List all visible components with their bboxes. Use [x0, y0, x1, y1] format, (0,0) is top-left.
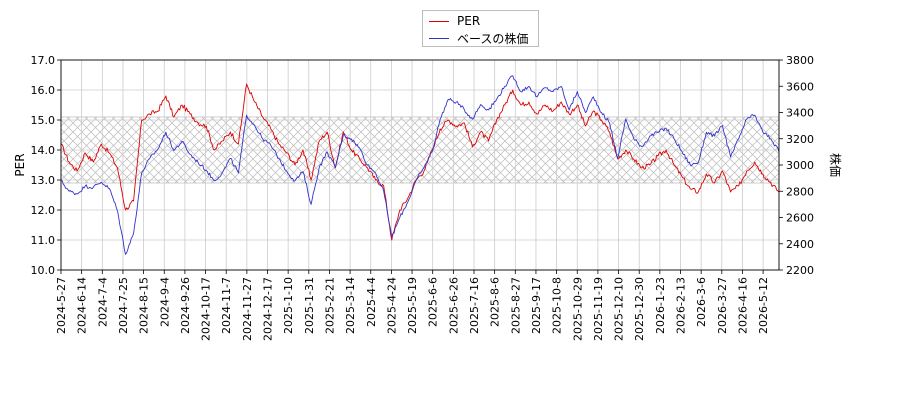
x-tick-label: 2024-6-14: [76, 277, 89, 334]
band-hatch-line: [759, 163, 779, 183]
band-hatch-line: [814, 117, 880, 183]
axis-ticks: 10.0 11.0 12.0 13.0 14.0 15.0 16.0 17.0 2200 2400…: [31, 54, 815, 341]
x-tick-label: 2025-8-6: [489, 277, 502, 327]
band-hatch-line: [750, 154, 779, 183]
band-hatch-line: [61, 164, 80, 183]
legend: PER ベースの株価: [422, 10, 539, 47]
x-tick-label: 2026-3-6: [695, 277, 708, 327]
y-tick-label-right: 2200: [786, 264, 814, 277]
band-hatch-line: [750, 117, 779, 146]
x-tick-label: 2025-6-26: [447, 277, 460, 334]
x-tick-label: 2026-1-23: [654, 277, 667, 334]
x-tick-label: 2024-11-27: [241, 277, 254, 341]
y-tick-label-right: 2400: [786, 238, 814, 251]
y-tick-label-right: 2600: [786, 212, 814, 225]
x-tick-label: 2025-4-24: [385, 277, 398, 334]
series-line-base-price: [60, 75, 780, 255]
x-tick-label: 2025-8-27: [509, 277, 522, 334]
y-tick-label-right: 2800: [786, 185, 814, 198]
y-axis-title-right: 株価: [828, 153, 843, 177]
band-hatch-line: [759, 117, 779, 137]
series-lines: [60, 75, 780, 255]
y-tick-label-right: 3800: [786, 54, 814, 67]
y-tick-label-left: 14.0: [31, 144, 56, 157]
x-tick-label: 2026-2-13: [675, 277, 688, 334]
x-tick-label: 2025-10-8: [551, 277, 564, 334]
band-hatch-line: [787, 117, 853, 183]
x-tick-label: 2025-4-4: [365, 277, 378, 327]
y-tick-label-left: 17.0: [31, 54, 56, 67]
legend-swatch-base-price: [429, 37, 449, 39]
x-tick-label: 2024-10-17: [200, 277, 213, 341]
x-tick-label: 2024-9-26: [179, 277, 192, 334]
y-tick-label-left: 11.0: [31, 234, 56, 247]
x-tick-label: 2025-1-10: [282, 277, 295, 334]
x-tick-label: 2025-11-19: [592, 277, 605, 341]
y-tick-label-right: 3400: [786, 107, 814, 120]
y-tick-label-right: 3000: [786, 159, 814, 172]
x-tick-label: 2024-11-7: [220, 277, 233, 334]
legend-swatch-per: [429, 20, 449, 22]
x-tick-label: 2024-5-27: [55, 277, 68, 334]
x-tick-label: 2025-6-6: [427, 277, 440, 327]
x-tick-label: 2025-7-16: [468, 277, 481, 334]
band-hatch-line: [61, 117, 89, 145]
band-hatch-line: [61, 117, 80, 136]
x-tick-label: 2024-7-25: [117, 277, 130, 334]
x-tick-label: 2024-7-4: [96, 277, 109, 327]
x-tick-label: 2026-4-16: [736, 277, 749, 334]
legend-item-per: PER: [429, 13, 480, 29]
x-tick-label: 2025-10-29: [571, 277, 584, 341]
x-tick-label: 2025-3-14: [344, 277, 357, 334]
x-tick-label: 2024-12-17: [262, 277, 275, 341]
x-tick-label: 2025-12-30: [633, 277, 646, 341]
legend-label-per: PER: [457, 14, 481, 28]
y-tick-label-right: 3200: [786, 133, 814, 146]
x-tick-label: 2025-2-21: [323, 277, 336, 334]
x-tick-label: 2026-5-12: [757, 277, 770, 334]
band-hatch-line: [841, 117, 900, 183]
y-tick-label-left: 16.0: [31, 84, 56, 97]
legend-label-base-price: ベースの株価: [457, 31, 529, 46]
band-hatch-line: [814, 117, 880, 183]
x-tick-label: 2026-3-27: [716, 277, 729, 334]
x-tick-label: 2025-12-10: [613, 277, 626, 341]
x-tick-label: 2025-9-17: [530, 277, 543, 334]
series-line-per: [60, 83, 780, 241]
band-hatch-line: [787, 117, 853, 183]
x-tick-label: 2025-1-31: [303, 277, 316, 334]
band-hatch-line: [841, 117, 900, 183]
x-tick-label: 2024-8-15: [138, 277, 151, 334]
x-tick-label: 2025-5-19: [406, 277, 419, 334]
y-tick-label-left: 13.0: [31, 174, 56, 187]
y-tick-label-left: 12.0: [31, 204, 56, 217]
y-axis-title-left: PER: [13, 153, 27, 176]
y-tick-label-left: 15.0: [31, 114, 56, 127]
band-hatch-line: [61, 155, 89, 183]
y-tick-label-right: 3600: [786, 80, 814, 93]
legend-item-base-price: ベースの株価: [429, 30, 528, 46]
y-tick-label-left: 10.0: [31, 264, 56, 277]
x-tick-label: 2024-9-4: [158, 277, 171, 327]
